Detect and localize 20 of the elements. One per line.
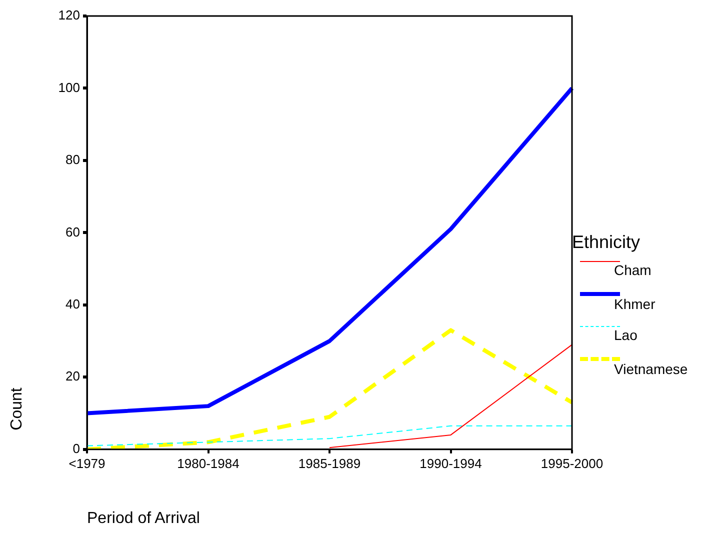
y-tick-label: 80 bbox=[66, 152, 80, 168]
x-axis-title: Period of Arrival bbox=[87, 510, 200, 528]
y-tick-label: 60 bbox=[66, 224, 80, 240]
y-tick-label: 0 bbox=[72, 440, 80, 456]
x-tick-label: 1995-2000 bbox=[540, 456, 604, 471]
y-tick-label: 20 bbox=[66, 368, 80, 384]
x-tick-label: 1980-1984 bbox=[177, 456, 240, 471]
legend-label: Khmer bbox=[614, 296, 656, 312]
legend-label: Vietnamese bbox=[614, 361, 688, 377]
y-tick-label: 40 bbox=[66, 296, 80, 312]
x-tick-label: <1979 bbox=[68, 456, 106, 471]
legend-label: Cham bbox=[614, 262, 652, 278]
y-tick-label: 100 bbox=[58, 80, 80, 95]
x-tick-label: 1985-1989 bbox=[298, 456, 361, 471]
y-axis-title: Count bbox=[8, 388, 26, 430]
x-tick-label: 1990-1994 bbox=[420, 456, 482, 471]
line-series bbox=[86, 425, 572, 446]
y-tick-label: 120 bbox=[58, 8, 80, 23]
legend-label: Lao bbox=[614, 327, 638, 343]
legend-title: Ethnicity bbox=[572, 232, 642, 253]
